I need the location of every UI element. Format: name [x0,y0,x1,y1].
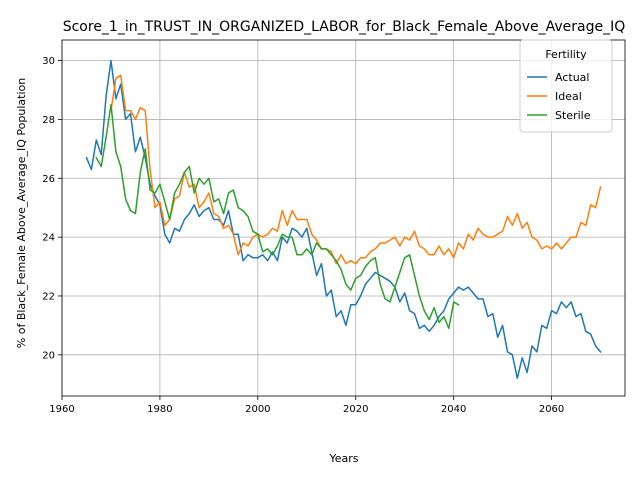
y-tick-label: 26 [42,174,55,185]
y-tick-label: 20 [42,350,55,361]
x-tick-label: 2020 [343,404,368,415]
x-tick-label: 1960 [49,404,74,415]
y-axis-ticks: 20 22 24 26 28 30 [42,56,62,361]
legend-label-actual: Actual [555,71,589,84]
legend-title: Fertility [545,48,587,61]
y-tick-label: 24 [42,233,55,244]
legend-label-ideal: Ideal [555,90,582,103]
x-tick-label: 1980 [147,404,172,415]
x-tick-label: 2040 [441,404,466,415]
chart-title: Score_1_in_TRUST_IN_ORGANIZED_LABOR_for_… [63,19,626,35]
legend: Fertility Actual Ideal Sterile [520,40,612,132]
x-axis-label: Years [328,452,358,465]
legend-label-sterile: Sterile [555,109,591,122]
y-tick-label: 30 [42,56,55,67]
y-axis-label: % of Black_Female Above_Average_IQ Popul… [15,78,28,348]
y-tick-label: 22 [42,291,55,302]
y-tick-label: 28 [42,115,55,126]
x-tick-label: 2060 [539,404,564,415]
x-axis-ticks: 1960 1980 2000 2020 2040 2060 [49,396,564,415]
x-tick-label: 2000 [245,404,270,415]
